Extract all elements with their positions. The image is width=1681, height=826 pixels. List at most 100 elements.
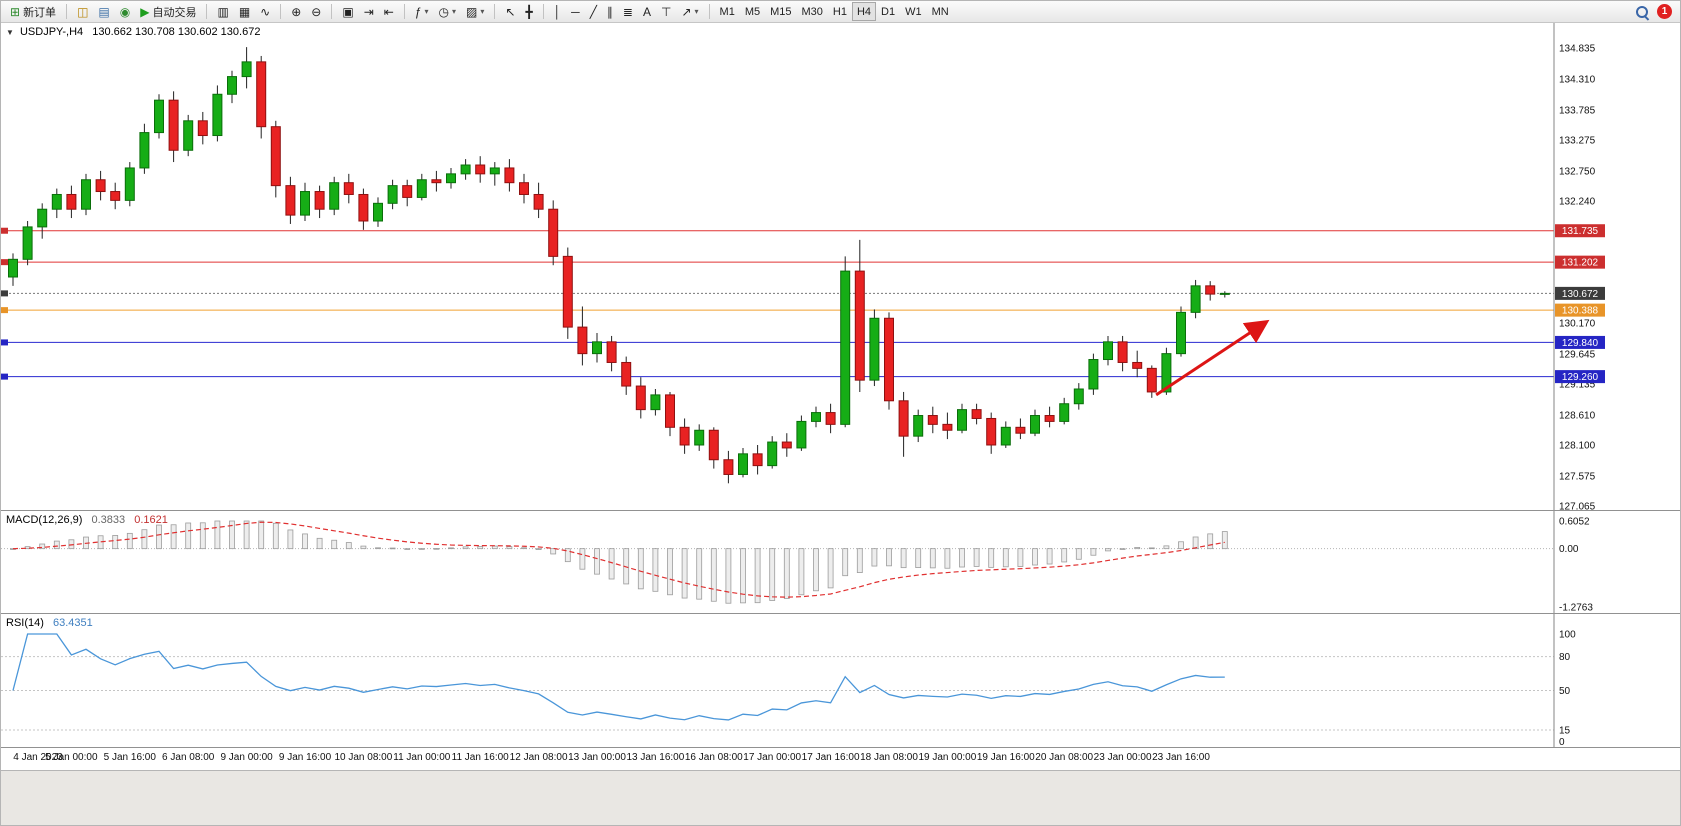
rsi-indicator-panel[interactable]: 100 80 50 15 0 RSI(14) 63.4351 [1,613,1681,748]
candle-body [416,179,427,198]
macd-histogram [10,520,1228,604]
macd-canvas[interactable]: 0.6052 0.00 -1.2763 [1,511,1681,614]
tf-d1-button[interactable]: D1 [876,2,900,21]
indicators-icon: ƒ [414,4,422,19]
candle-body [723,459,734,475]
tf-mn-button[interactable]: MN [927,2,954,21]
macd-histogram-bar [199,522,206,550]
macd-histogram-bar [1105,548,1111,552]
candle-body [548,208,559,257]
tf-m1-button[interactable]: M1 [715,2,740,21]
candle-body [577,326,588,355]
macd-histogram-bar [973,548,980,567]
time-axis[interactable]: 4 Jan 2023 5 Jan 00:00 5 Jan 16:00 6 Jan 08… [1,747,1680,770]
candle-body [884,317,894,402]
price-badge-label: 131.735 [1562,226,1599,237]
hline-left-marker [1,227,8,234]
toolbar-separator [708,4,710,19]
price-badge [1555,335,1605,349]
candle-body [811,412,821,422]
horizontal-line-objects[interactable] [1,227,1554,380]
autotrading-button[interactable]: ▶ 自动交易 [135,2,201,21]
candles-layer [8,47,1230,484]
new-order-button[interactable]: ⊞ 新订单 [5,2,61,21]
notification-badge[interactable]: 1 [1657,4,1672,19]
candle-body [621,361,632,387]
macd-histogram-bar [1075,548,1082,560]
data-window-button[interactable]: ▤ [93,2,114,21]
horizontal-line-button[interactable]: ─ [566,2,585,21]
price-tick-label: 128.610 [1559,410,1596,421]
text-button[interactable]: A [638,2,656,21]
cursor-button[interactable]: ↖ [500,2,520,21]
search-icon[interactable] [1635,5,1649,19]
price-chart-canvas[interactable]: 134.835 134.310 133.785 133.275 132.750 132.2… [1,23,1681,510]
price-tick-label: 132.240 [1559,196,1596,207]
macd-histogram-bar [535,548,542,551]
macd-histogram-bar [1032,548,1038,566]
symbol-dropdown-icon[interactable]: ▼ [6,28,14,37]
rsi-canvas[interactable]: 100 80 50 150 [1,614,1681,748]
channel-button[interactable]: ∥ [602,2,618,21]
zoom-in-button[interactable]: ⊕ [286,2,306,21]
tf-m5-button[interactable]: M5 [740,2,765,21]
bar-chart-button[interactable]: ▥ [212,2,233,21]
candle-body [694,429,705,446]
market-watch-button[interactable]: ◫ [72,2,93,21]
candle-body [1059,403,1070,422]
tile-windows-icon: ▣ [342,4,354,19]
text-label-icon: ⊤ [661,4,672,19]
tf-h4-button[interactable]: H4 [851,2,877,21]
candle-body [358,193,369,222]
date-axis-label: 12 Jan 08:00 [509,752,568,763]
candle-body [460,164,471,175]
macd-histogram-bar [988,548,995,568]
macd-indicator-panel[interactable]: 0.6052 0.00 -1.2763 MACD(12,26,9) 0.3833 0… [1,510,1681,614]
candlestick-chart-button[interactable]: ▦ [234,2,255,21]
toolbar-right-area: 1 [1635,4,1676,19]
tf-w1-button[interactable]: W1 [900,2,927,21]
macd-signal-line [12,521,1225,598]
macd-histogram-bar [915,548,922,568]
candle-body [183,120,194,151]
toolbar-group-draw: │ ─ ╱ ∥ ≣ A ⊤ ↗ ▾ [549,2,704,21]
crosshair-button[interactable]: ╋ [520,2,537,21]
candle-body [110,191,121,201]
price-tick-label: 127.575 [1559,471,1596,482]
price-tick-label: 129.645 [1559,349,1596,360]
trendline-button[interactable]: ╱ [585,2,602,21]
date-axis-label: 9 Jan 16:00 [278,752,332,763]
macd-histogram-bar [418,548,425,550]
periods-button[interactable]: ◷ ▾ [434,2,462,21]
chart-shift-button[interactable]: ⇤ [379,2,399,21]
hline-left-marker [1,290,8,297]
text-label-button[interactable]: ⊤ [656,2,676,21]
tf-m15-button[interactable]: M15 [765,2,796,21]
trend-arrow-annotation[interactable] [1155,319,1270,397]
toolbar-group-layout: ▣ ⇥ ⇤ [337,2,398,21]
line-chart-button[interactable]: ∿ [255,2,275,21]
macd-histogram-bar [579,548,586,570]
indicators-button[interactable]: ƒ ▾ [410,2,434,21]
tf-m1-label: M1 [719,5,735,18]
candle-body [22,226,33,260]
auto-scroll-button[interactable]: ⇥ [359,2,379,21]
zoom-out-button[interactable]: ⊖ [306,2,326,21]
tf-h1-button[interactable]: H1 [828,2,852,21]
tf-m30-button[interactable]: M30 [797,2,828,21]
shapes-button[interactable]: ↗ ▾ [676,2,703,21]
templates-button[interactable]: ▨ ▾ [461,2,489,21]
candle-body [519,182,529,195]
navigator-button[interactable]: ◉ [115,2,135,21]
macd-header: MACD(12,26,9) 0.3833 0.1621 [6,514,168,526]
tile-windows-button[interactable]: ▣ [337,2,358,21]
macd-histogram-bar [754,548,761,604]
vertical-line-button[interactable]: │ [549,2,567,21]
candle-body [402,185,413,198]
toolbar-separator [542,4,544,19]
price-chart-panel[interactable]: 134.835 134.310 133.785 133.275 132.750 132.2… [1,23,1681,510]
horizontal-line-icon: ─ [571,4,580,19]
fibonacci-button[interactable]: ≣ [618,2,638,21]
date-axis-label: 17 Jan 00:00 [743,752,802,763]
